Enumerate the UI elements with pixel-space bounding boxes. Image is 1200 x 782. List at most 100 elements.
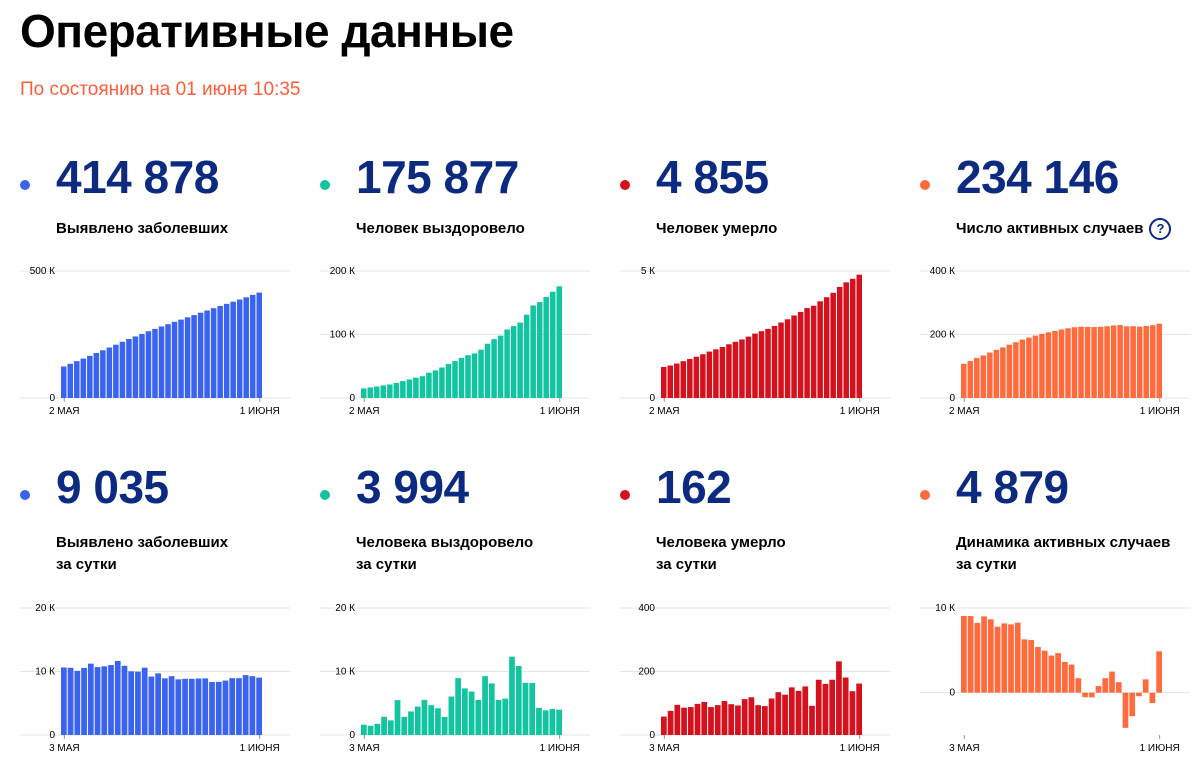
bar xyxy=(135,671,141,735)
y-tick-label: 0 xyxy=(649,730,655,741)
bar xyxy=(745,336,752,398)
bar xyxy=(61,667,67,735)
bar xyxy=(1102,678,1109,693)
bar xyxy=(719,346,726,398)
bar xyxy=(168,676,175,735)
y-tick-label: 10 К xyxy=(935,603,955,614)
bar xyxy=(1110,325,1117,398)
cumulative-recovered-chart: 0 100 К 200 К 2 МАЯ 1 ИЮНЯ xyxy=(320,266,590,417)
bar xyxy=(549,291,556,398)
bar xyxy=(522,682,529,735)
series-dot-icon xyxy=(620,490,630,500)
bar xyxy=(980,355,987,398)
bar xyxy=(693,356,700,398)
bar xyxy=(739,339,745,398)
bar xyxy=(191,315,197,398)
bar xyxy=(1123,326,1130,398)
bar xyxy=(74,361,80,398)
y-tick-label: 0 xyxy=(349,393,355,404)
stat-value: 4 879 xyxy=(956,461,1069,513)
bar xyxy=(215,681,222,735)
bar xyxy=(782,694,788,735)
bar xyxy=(445,364,452,398)
bar xyxy=(1039,333,1045,398)
bar xyxy=(491,339,497,398)
bar xyxy=(536,707,542,735)
bar xyxy=(87,663,94,735)
bar xyxy=(993,349,1000,398)
bar xyxy=(755,705,761,735)
bar xyxy=(152,328,158,398)
x-tick-label: 1 ИЮНЯ xyxy=(840,406,880,417)
y-tick-label: 20 К xyxy=(35,603,55,614)
bar xyxy=(100,350,106,398)
x-tick-label: 2 МАЯ xyxy=(49,406,80,417)
daily-recovered-chart: 0 10 К 20 К 3 МАЯ 1 ИЮНЯ xyxy=(320,603,590,754)
bar xyxy=(1008,624,1014,693)
y-tick-label: 100 К xyxy=(330,330,355,341)
x-tick-label: 3 МАЯ xyxy=(349,743,380,754)
bar xyxy=(452,361,458,398)
stat-card-daily-active: 4 879 Динамика активных случаев за сутки… xyxy=(920,460,1200,760)
y-tick-label: 20 К xyxy=(335,603,355,614)
bar xyxy=(1130,326,1136,398)
bar xyxy=(374,386,380,398)
bar xyxy=(1028,640,1035,693)
bar xyxy=(74,670,81,735)
stat-value: 3 994 xyxy=(356,461,469,513)
bar xyxy=(687,358,693,398)
series-dot-icon xyxy=(320,180,330,190)
bar xyxy=(393,382,400,398)
bar xyxy=(1068,664,1075,693)
bar xyxy=(145,331,152,398)
bar xyxy=(700,354,706,398)
bar xyxy=(162,678,168,735)
bar xyxy=(1035,647,1041,693)
bar xyxy=(1026,337,1032,398)
bar xyxy=(401,716,408,735)
bar xyxy=(843,282,849,398)
bar xyxy=(1013,342,1019,398)
stat-label: Выявлено заболевших xyxy=(56,534,229,551)
bar xyxy=(836,661,842,735)
bar xyxy=(536,302,543,398)
bar xyxy=(758,331,765,398)
bar xyxy=(462,688,468,735)
bar xyxy=(1143,326,1149,398)
bar xyxy=(367,387,374,398)
bar xyxy=(184,317,191,398)
bar xyxy=(155,673,161,735)
bar xyxy=(448,696,455,735)
bar xyxy=(67,667,74,735)
bar xyxy=(428,705,435,735)
bar xyxy=(994,626,1001,693)
bar xyxy=(495,699,502,735)
bar xyxy=(830,292,836,398)
bar xyxy=(426,372,432,398)
stat-card-recovered: 175 877 Человек выздоровело 0 100 К 200 К 2… xyxy=(320,145,610,445)
bar xyxy=(667,365,674,398)
stat-label-period: за сутки xyxy=(656,556,717,573)
bar xyxy=(465,355,471,398)
bar xyxy=(256,677,262,735)
bar xyxy=(974,622,981,693)
bar xyxy=(714,705,721,735)
bar xyxy=(1062,661,1068,693)
bar xyxy=(661,716,667,735)
bar xyxy=(1052,330,1058,398)
bar xyxy=(93,353,100,398)
bar xyxy=(823,297,830,398)
bar xyxy=(87,355,93,398)
bar xyxy=(849,278,856,398)
x-tick-label: 3 МАЯ xyxy=(49,743,80,754)
bar xyxy=(667,710,674,735)
bar xyxy=(556,286,562,398)
bar xyxy=(515,666,522,735)
bar xyxy=(497,335,504,398)
bar xyxy=(413,377,419,398)
series-dot-icon xyxy=(20,180,30,190)
bar xyxy=(488,683,495,735)
stat-label-period: за сутки xyxy=(956,556,1017,573)
help-icon[interactable]: ? xyxy=(1149,218,1172,241)
bar xyxy=(441,716,448,735)
